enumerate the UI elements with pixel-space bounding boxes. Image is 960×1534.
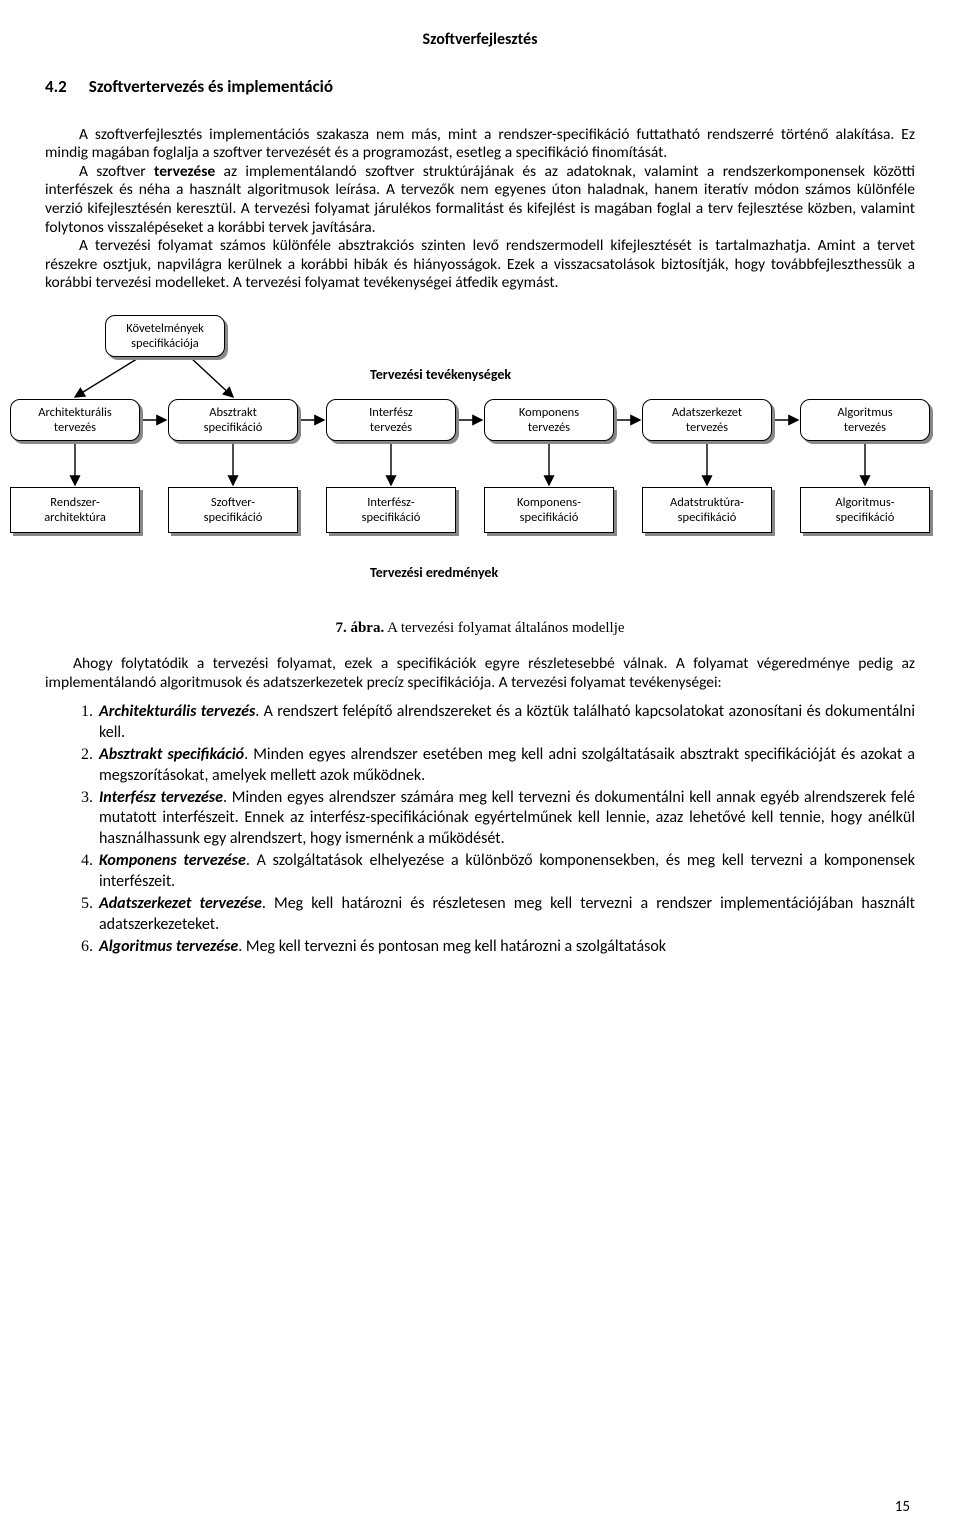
diagram-label-activities: Tervezési tevékenységek	[370, 367, 511, 384]
input-box-l2: specifikációja	[131, 336, 199, 351]
list-item: Adatszerkezet tervezése. Meg kell határo…	[97, 894, 915, 935]
section-number: 4.2	[45, 77, 67, 97]
li-lead: Absztrakt specifikáció	[99, 745, 244, 764]
diagram-row2-box-0: Rendszer- architektúra	[10, 487, 140, 533]
paragraph-4: Ahogy folytatódik a tervezési folyamat, …	[45, 655, 915, 692]
li-lead: Algoritmus tervezése	[99, 937, 238, 956]
li-lead: Komponens tervezése	[99, 851, 246, 870]
paragraph-1: A szoftverfejlesztés implementációs szak…	[45, 126, 915, 163]
r2b5-l1: Algoritmus-	[835, 495, 894, 510]
r1b0-l1: Architekturális	[38, 405, 112, 420]
p2-bold: tervezése	[154, 162, 215, 181]
design-process-diagram: Követelmények specifikációja Tervezési t…	[0, 307, 960, 607]
list-item: Interfész tervezése. Minden egyes alrend…	[97, 788, 915, 849]
r2b3-l1: Komponens-	[517, 495, 581, 510]
li-rest: . Meg kell tervezni és pontosan meg kell…	[238, 937, 666, 956]
diagram-row2-box-3: Komponens- specifikáció	[484, 487, 614, 533]
r2b2-l1: Interfész-	[367, 495, 415, 510]
r1b2-l2: tervezés	[370, 420, 412, 435]
r2b0-l2: architektúra	[44, 510, 106, 525]
input-box-l1: Követelmények	[126, 321, 204, 336]
page-header-title: Szoftverfejlesztés	[45, 30, 915, 49]
diagram-row1-box-4: Adatszerkezet tervezés	[642, 399, 772, 441]
li-lead: Interfész tervezése	[99, 788, 223, 807]
r2b5-l2: specifikáció	[836, 510, 895, 525]
r1b5-l1: Algoritmus	[837, 405, 892, 420]
r2b4-l1: Adatstruktúra-	[670, 495, 744, 510]
diagram-row2-box-4: Adatstruktúra- specifikáció	[642, 487, 772, 533]
diagram-row1-box-2: Interfész tervezés	[326, 399, 456, 441]
paragraph-2: A szoftver tervezése az implementálandó …	[45, 163, 915, 237]
r1b4-l2: tervezés	[686, 420, 728, 435]
section-heading: 4.2 Szoftvertervezés és implementáció	[45, 77, 915, 97]
li-lead: Adatszerkezet tervezése	[99, 894, 262, 913]
li-lead: Architekturális tervezés	[99, 702, 255, 721]
r1b3-l1: Komponens	[519, 405, 579, 420]
page-number: 15	[895, 1498, 910, 1516]
diagram-label-results: Tervezési eredmények	[370, 565, 498, 582]
diagram-row2-box-5: Algoritmus- specifikáció	[800, 487, 930, 533]
r2b0-l1: Rendszer-	[50, 495, 99, 510]
r2b3-l2: specifikáció	[520, 510, 579, 525]
r1b4-l1: Adatszerkezet	[672, 405, 742, 420]
r1b2-l1: Interfész	[369, 405, 413, 420]
list-item: Algoritmus tervezése. Meg kell tervezni …	[97, 937, 915, 957]
diagram-row2-box-1: Szoftver- specifikáció	[168, 487, 298, 533]
list-item: Komponens tervezése. A szolgáltatások el…	[97, 851, 915, 892]
figure-caption-text: A tervezési folyamat általános modellje	[387, 620, 624, 636]
diagram-input-box: Követelmények specifikációja	[105, 315, 225, 357]
r2b1-l2: specifikáció	[204, 510, 263, 525]
figure-number: 7. ábra.	[335, 620, 384, 636]
list-item: Absztrakt specifikáció. Minden egyes alr…	[97, 745, 915, 786]
section-title: Szoftvertervezés és implementáció	[89, 76, 333, 97]
paragraph-3: A tervezési folyamat számos különféle ab…	[45, 237, 915, 293]
r1b0-l2: tervezés	[54, 420, 96, 435]
diagram-row1-box-1: Absztrakt specifikáció	[168, 399, 298, 441]
figure-caption: 7. ábra. A tervezési folyamat általános …	[45, 619, 915, 637]
diagram-row1-box-0: Architekturális tervezés	[10, 399, 140, 441]
diagram-row2-box-2: Interfész- specifikáció	[326, 487, 456, 533]
r2b1-l1: Szoftver-	[211, 495, 255, 510]
activities-list: Architekturális tervezés. A rendszert fe…	[45, 702, 915, 958]
r2b2-l2: specifikáció	[362, 510, 421, 525]
diagram-row1-box-3: Komponens tervezés	[484, 399, 614, 441]
r2b4-l2: specifikáció	[678, 510, 737, 525]
diagram-row1-box-5: Algoritmus tervezés	[800, 399, 930, 441]
p2-part-a: A szoftver	[79, 162, 154, 181]
list-item: Architekturális tervezés. A rendszert fe…	[97, 702, 915, 743]
r1b1-l2: specifikáció	[204, 420, 263, 435]
r1b5-l2: tervezés	[844, 420, 886, 435]
r1b1-l1: Absztrakt	[209, 405, 257, 420]
r1b3-l2: tervezés	[528, 420, 570, 435]
